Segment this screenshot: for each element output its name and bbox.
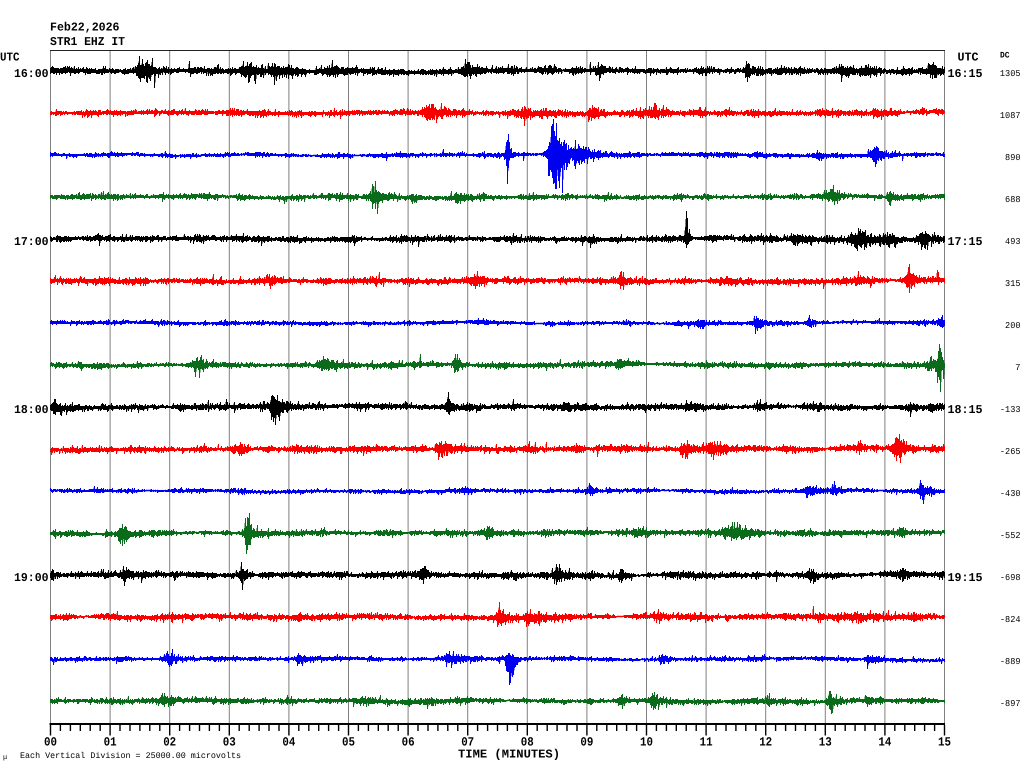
svg-text:7: 7 [1015, 363, 1020, 373]
svg-text:00: 00 [44, 736, 57, 750]
svg-text:03: 03 [223, 736, 236, 750]
svg-text:01: 01 [104, 736, 117, 750]
svg-text:16:15: 16:15 [948, 67, 983, 81]
svg-text:-889: -889 [1000, 657, 1021, 667]
svg-text:890: 890 [1005, 153, 1020, 163]
svg-text:STR1 EHZ IT: STR1 EHZ IT [50, 35, 125, 49]
svg-text:05: 05 [342, 736, 355, 750]
svg-text:1305: 1305 [1000, 69, 1021, 79]
svg-text:17:15: 17:15 [948, 235, 983, 249]
svg-text:15: 15 [938, 736, 951, 750]
svg-text:09: 09 [580, 736, 593, 750]
svg-text:μ: μ [3, 754, 7, 762]
svg-text:04: 04 [282, 736, 295, 750]
svg-text:11: 11 [700, 736, 713, 750]
svg-text:-265: -265 [1000, 447, 1021, 457]
svg-text:08: 08 [521, 736, 534, 750]
svg-text:200: 200 [1005, 321, 1020, 331]
svg-text:12: 12 [759, 736, 772, 750]
svg-text:18:15: 18:15 [948, 403, 983, 417]
svg-text:-133: -133 [1000, 405, 1021, 415]
svg-text:493: 493 [1005, 237, 1020, 247]
svg-text:DC: DC [1000, 51, 1010, 61]
svg-text:14: 14 [878, 736, 891, 750]
svg-text:TIME (MINUTES): TIME (MINUTES) [458, 748, 560, 762]
svg-text:-897: -897 [1000, 699, 1021, 709]
svg-text:-552: -552 [1000, 531, 1021, 541]
svg-text:688: 688 [1005, 195, 1020, 205]
svg-text:06: 06 [402, 736, 415, 750]
svg-text:19:15: 19:15 [948, 571, 983, 585]
svg-text:-698: -698 [1000, 573, 1021, 583]
svg-text:-430: -430 [1000, 489, 1021, 499]
svg-text:1087: 1087 [1000, 111, 1021, 121]
svg-text:315: 315 [1005, 279, 1020, 289]
svg-text:-824: -824 [1000, 615, 1021, 625]
svg-text:UTC: UTC [0, 51, 20, 65]
svg-text:16:00: 16:00 [14, 67, 49, 81]
svg-text:UTC: UTC [958, 51, 979, 65]
svg-text:13: 13 [819, 736, 832, 750]
svg-text:Feb22,2026: Feb22,2026 [50, 21, 120, 35]
svg-text:19:00: 19:00 [14, 571, 49, 585]
svg-text:17:00: 17:00 [14, 235, 49, 249]
svg-text:07: 07 [461, 736, 474, 750]
svg-text:Each Vertical Division = 25000: Each Vertical Division = 25000.00 microv… [20, 751, 241, 761]
svg-text:02: 02 [163, 736, 176, 750]
svg-text:10: 10 [640, 736, 653, 750]
svg-text:18:00: 18:00 [14, 403, 49, 417]
